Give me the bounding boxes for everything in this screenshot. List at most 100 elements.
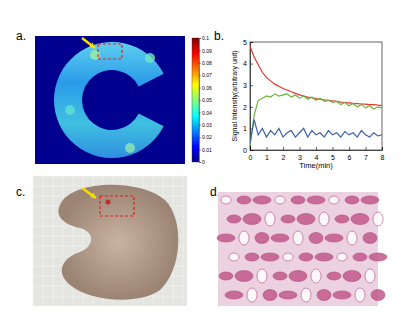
roi-box: [100, 196, 134, 216]
colorbar: [192, 38, 199, 162]
tissue-structure: [235, 271, 253, 282]
y-tick-mark: [250, 150, 253, 151]
y-tick-label: 4: [243, 60, 247, 67]
tissue-structure: [283, 253, 293, 261]
plot-frame: [250, 42, 382, 150]
y-tick: 5: [243, 39, 253, 46]
panel-c: [33, 176, 187, 306]
mesh-line: [63, 176, 64, 306]
tissue-structure: [347, 231, 357, 245]
roi-box: [98, 44, 122, 59]
colorbar-tick: 0.08: [199, 60, 212, 66]
colorbar-tick: 0.06: [199, 85, 212, 91]
heatmap-background: [35, 36, 185, 164]
kidney-map: [54, 42, 164, 158]
colorbar-tick: 0.02: [199, 134, 212, 140]
photo-background: [33, 176, 187, 306]
tissue-structure: [255, 233, 269, 244]
x-tick-mark: [333, 147, 334, 150]
colorbar-tick-mark: [199, 100, 201, 101]
arrow: [82, 188, 96, 198]
x-axis-title: Time(min): [299, 161, 333, 170]
tissue-structure: [247, 288, 257, 302]
y-axis-title: Signal Intensity(arbitrary unit): [231, 50, 239, 141]
y-tick-mark: [250, 64, 253, 65]
colorbar-tick-mark: [199, 38, 201, 39]
tissue-structure: [309, 233, 323, 244]
tissue-structure: [275, 196, 285, 204]
x-tick-mark: [349, 147, 350, 150]
tissue-structure: [229, 253, 239, 261]
x-axis-line: [251, 147, 383, 151]
colorbar-tick: 0.03: [199, 122, 212, 128]
tissue-structure: [239, 231, 249, 245]
colorbar-tick-mark: [199, 88, 201, 89]
tissue-structure: [245, 253, 259, 261]
panel-b: 012345678012345Time(min)Signal Intensity…: [231, 39, 385, 170]
tissue-structure: [337, 253, 347, 261]
arrow-head: [89, 43, 95, 48]
tissue-structure: [299, 253, 313, 261]
colorbar-tick-mark: [199, 162, 201, 163]
y-tick-label: 2: [243, 104, 247, 111]
colorbar-tick-label: 0.07: [202, 72, 212, 78]
mesh-line: [33, 176, 187, 177]
panel-d: [217, 192, 387, 306]
tissue-structure: [343, 271, 361, 282]
tissue-structure: [297, 214, 315, 225]
lines: [250, 46, 382, 145]
tissue-structure: [237, 196, 251, 204]
colorbar-axis: 00.010.020.030.040.050.060.070.080.090.1: [199, 35, 212, 165]
mesh-line: [183, 176, 184, 306]
tissue-structure: [373, 212, 383, 226]
kidney-photo: [58, 185, 178, 300]
tissue-structure: [293, 231, 303, 245]
tissue-structure: [289, 271, 307, 282]
x-tick: 3: [298, 147, 302, 161]
colorbar-tick-label: 0.1: [202, 35, 209, 41]
y-tick-mark: [250, 85, 253, 86]
colorbar-tick-mark: [199, 125, 201, 126]
colorbar-tick-label: 0.03: [202, 122, 212, 128]
colorbar-tick-label: 0.02: [202, 134, 212, 140]
colorbar-tick: 0.07: [199, 72, 212, 78]
tissue-structure: [329, 196, 339, 204]
x-tick: 4: [315, 147, 319, 161]
colorbar-tick: 0.05: [199, 97, 212, 103]
colorbar-tick-mark: [199, 75, 201, 76]
panel-a: 00.010.020.030.040.050.060.070.080.090.1: [35, 35, 212, 165]
hot-spot: [125, 143, 135, 153]
tissue-structure: [317, 290, 331, 301]
panel-label: b.: [214, 29, 224, 43]
colorbar-tick: 0.1: [199, 35, 209, 41]
mesh-line: [33, 306, 187, 307]
x-tick: 8: [381, 147, 385, 161]
series-line: [250, 94, 382, 146]
mesh-line: [43, 176, 44, 306]
x-tick-mark: [300, 147, 301, 150]
arrow-head: [90, 193, 96, 198]
panel-label: a.: [16, 29, 26, 43]
x-tick: 1: [265, 147, 269, 161]
mesh-line: [33, 176, 34, 306]
x-tick-label: 3: [298, 154, 302, 161]
y-tick: 0: [243, 147, 253, 154]
tissue-structure: [333, 291, 351, 299]
tissue-structure: [371, 290, 385, 301]
x-tick: 5: [331, 147, 335, 161]
colorbar-tick: 0: [199, 159, 205, 165]
mesh-line: [53, 176, 54, 306]
colorbar-tick-label: 0.08: [202, 60, 212, 66]
tissue-structure: [291, 196, 305, 204]
colorbar-tick-label: 0.05: [202, 97, 212, 103]
tissue-structure: [263, 290, 277, 301]
x-tick: 6: [348, 147, 352, 161]
tissue-structure: [315, 253, 333, 261]
colorbar-tick: 0.09: [199, 48, 212, 54]
series-line: [250, 120, 382, 144]
tissue-structure: [217, 234, 235, 242]
tissue-structure: [361, 196, 379, 204]
tissue-structure: [243, 214, 261, 225]
hot-spot: [145, 53, 155, 63]
x-tick-mark: [316, 147, 317, 150]
